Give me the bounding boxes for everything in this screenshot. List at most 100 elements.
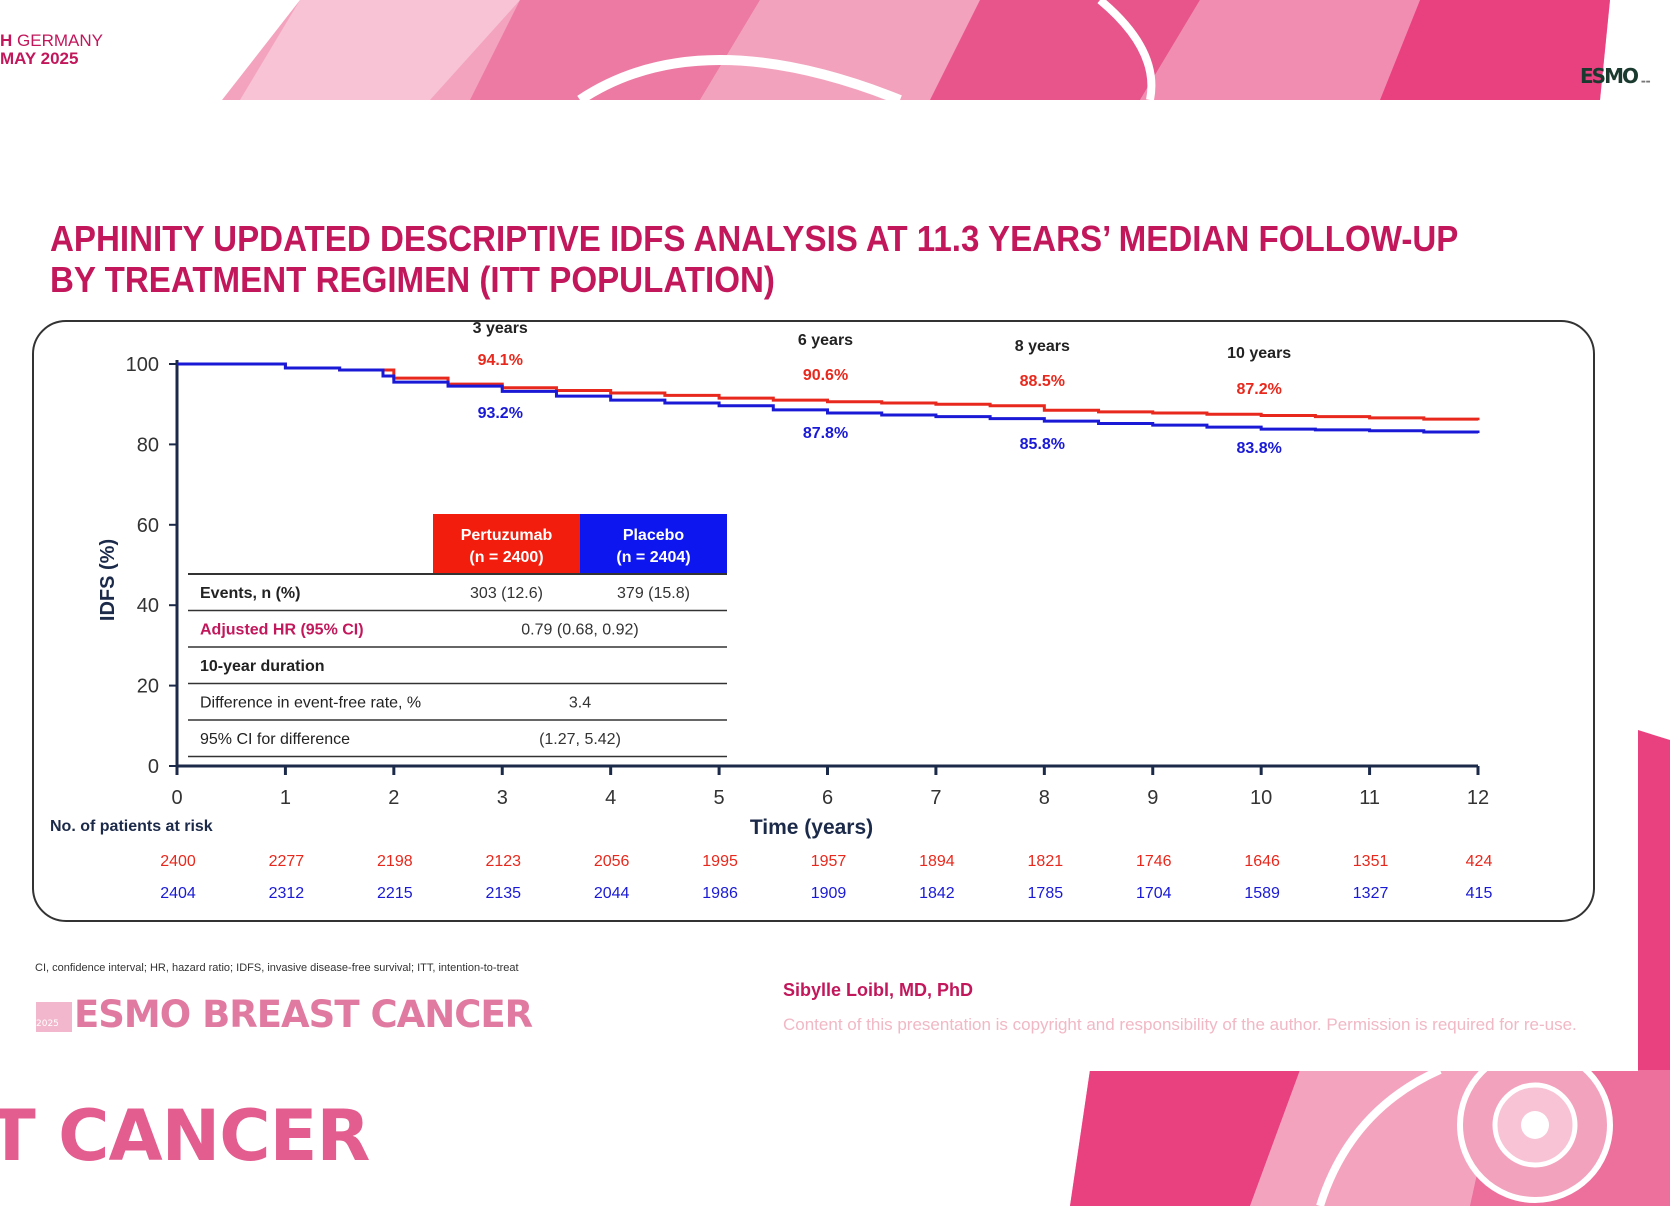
inset-row-label: Adjusted HR (95% CI) bbox=[200, 622, 364, 639]
risk-placebo-value: 2135 bbox=[485, 885, 521, 902]
inset-cell-pertuzumab: 303 (12.6) bbox=[470, 585, 543, 602]
placebo-rate: 93.2% bbox=[478, 405, 523, 422]
risk-pertuzumab-value: 2056 bbox=[594, 853, 630, 870]
bottom-rose bbox=[1070, 1047, 1670, 1206]
risk-pertuzumab-value: 1995 bbox=[702, 853, 738, 870]
top-rose-banner bbox=[222, 0, 1610, 105]
risk-pertuzumab-value: 1821 bbox=[1028, 853, 1064, 870]
right-rose-edge bbox=[1638, 730, 1670, 1070]
x-tick-label: 11 bbox=[1359, 787, 1380, 809]
risk-table-title: No. of patients at risk bbox=[50, 818, 213, 835]
x-tick-label: 6 bbox=[822, 787, 833, 809]
footnote: CI, confidence interval; HR, hazard rati… bbox=[35, 962, 519, 974]
risk-pertuzumab-value: 2123 bbox=[485, 853, 521, 870]
author-name: Sibylle Loibl, MD, PhD bbox=[783, 980, 974, 1000]
location-label: H GERMANY MAY 2025 bbox=[0, 32, 103, 68]
risk-placebo-value: 2215 bbox=[377, 885, 413, 902]
x-tick-label: 5 bbox=[714, 787, 725, 809]
brand-year-box: 2025 bbox=[36, 1001, 72, 1032]
x-tick-label: 7 bbox=[930, 787, 941, 809]
x-axis-title: Time (years) bbox=[750, 816, 873, 839]
risk-pertuzumab-value: 2277 bbox=[269, 853, 305, 870]
x-tick-label: 10 bbox=[1250, 787, 1272, 809]
pertuzumab-rate: 88.5% bbox=[1020, 373, 1065, 390]
risk-placebo-value: 1986 bbox=[702, 885, 738, 902]
x-tick-label: 1 bbox=[280, 787, 291, 809]
risk-pertuzumab-value: 2400 bbox=[160, 853, 196, 870]
survival-curves bbox=[177, 362, 1480, 434]
inset-cell-combined: 3.4 bbox=[569, 695, 591, 712]
inset-cell-combined: 0.79 (0.68, 0.92) bbox=[521, 622, 638, 639]
x-tick-label: 9 bbox=[1147, 787, 1158, 809]
y-axis-title: IDFS (%) bbox=[97, 539, 119, 621]
chart-panel bbox=[32, 320, 1595, 922]
risk-placebo-value: 1909 bbox=[811, 885, 847, 902]
timepoint-label: 3 years bbox=[473, 320, 528, 337]
location-line: H GERMANY bbox=[0, 31, 103, 50]
timepoint-label: 6 years bbox=[798, 332, 853, 349]
pertuzumab-header-line2: (n = 2400) bbox=[469, 549, 543, 566]
inset-row-label: 10-year duration bbox=[200, 658, 324, 675]
placebo-rate: 85.8% bbox=[1020, 436, 1065, 453]
placebo-curve bbox=[177, 362, 1480, 434]
timepoint-label: 8 years bbox=[1015, 338, 1070, 355]
risk-pertuzumab-value: 1351 bbox=[1353, 853, 1389, 870]
inset-row-label: Events, n (%) bbox=[200, 585, 300, 602]
y-tick-label: 80 bbox=[137, 434, 159, 456]
risk-placebo-value: 1842 bbox=[919, 885, 955, 902]
risk-pertuzumab-value: 1957 bbox=[811, 853, 847, 870]
pertuzumab-header-cell bbox=[433, 514, 580, 574]
inset-body-background bbox=[188, 574, 727, 761]
copyright-notice: Content of this presentation is copyrigh… bbox=[783, 1015, 1577, 1034]
placebo-rate: 87.8% bbox=[803, 425, 848, 442]
risk-pertuzumab-value: 2198 bbox=[377, 853, 413, 870]
inset-cell-placebo: 379 (15.8) bbox=[617, 585, 690, 602]
risk-table: No. of patients at risk 2400 2277 2198 2123 2… bbox=[50, 818, 1492, 902]
placebo-rate: 83.8% bbox=[1236, 440, 1281, 457]
inset-cell-combined: (1.27, 5.42) bbox=[539, 731, 621, 748]
pertuzumab-rate: 87.2% bbox=[1236, 381, 1281, 398]
title-line-2: BY TREATMENT REGIMEN (ITT POPULATION) bbox=[50, 259, 775, 300]
risk-placebo-value: 2312 bbox=[269, 885, 305, 902]
inset-table: Pertuzumab (n = 2400) Placebo (n = 2404) Eve… bbox=[188, 514, 727, 761]
risk-pertuzumab-value: 1646 bbox=[1244, 853, 1280, 870]
risk-placebo-value: 2044 bbox=[594, 885, 630, 902]
placebo-header-cell bbox=[580, 514, 727, 574]
esmo-breast-cancer-brand: 2025 ESMO BREAST CANCER bbox=[36, 993, 533, 1036]
risk-placebo-value: 415 bbox=[1466, 885, 1493, 902]
risk-placebo-value: 1589 bbox=[1244, 885, 1280, 902]
pertuzumab-rate: 94.1% bbox=[478, 352, 523, 369]
risk-placebo-value: 1704 bbox=[1136, 885, 1172, 902]
date-line: MAY 2025 bbox=[0, 49, 79, 68]
placebo-header-line1: Placebo bbox=[623, 527, 685, 544]
risk-pertuzumab-value: 1894 bbox=[919, 853, 955, 870]
timepoint-label: 10 years bbox=[1227, 345, 1291, 362]
risk-placebo-value: 1327 bbox=[1353, 885, 1389, 902]
x-tick-label: 8 bbox=[1039, 787, 1050, 809]
esmo-logo: ESMO ▬▬ bbox=[1580, 64, 1651, 88]
x-tick-label: 3 bbox=[497, 787, 508, 809]
timepoint-annotations: 3 years 94.1% 93.2% 6 years 90.6% 87.8% 8 year… bbox=[473, 320, 1292, 457]
inset-row-label: Difference in event-free rate, % bbox=[200, 695, 421, 712]
title-line-1: APHINITY UPDATED DESCRIPTIVE IDFS ANALYS… bbox=[50, 218, 1459, 259]
risk-placebo-value: 1785 bbox=[1028, 885, 1064, 902]
y-tick-label: 60 bbox=[137, 515, 159, 537]
background-brand-text: T CANCER bbox=[0, 1095, 370, 1177]
risk-placebo-value: 2404 bbox=[160, 885, 196, 902]
risk-pertuzumab-value: 424 bbox=[1466, 853, 1493, 870]
y-tick-label: 40 bbox=[137, 595, 159, 617]
slide-title: APHINITY UPDATED DESCRIPTIVE IDFS ANALYS… bbox=[50, 218, 1485, 300]
risk-pertuzumab-value: 1746 bbox=[1136, 853, 1172, 870]
x-tick-label: 4 bbox=[605, 787, 616, 809]
y-tick-label: 0 bbox=[148, 756, 159, 778]
placebo-header-line2: (n = 2404) bbox=[616, 549, 690, 566]
x-tick-label: 12 bbox=[1467, 787, 1489, 809]
pertuzumab-header-line1: Pertuzumab bbox=[461, 527, 553, 544]
pertuzumab-rate: 90.6% bbox=[803, 367, 848, 384]
x-tick-label: 2 bbox=[388, 787, 399, 809]
y-tick-label: 100 bbox=[126, 354, 159, 376]
y-tick-label: 20 bbox=[137, 676, 159, 698]
x-tick-label: 0 bbox=[171, 787, 182, 809]
